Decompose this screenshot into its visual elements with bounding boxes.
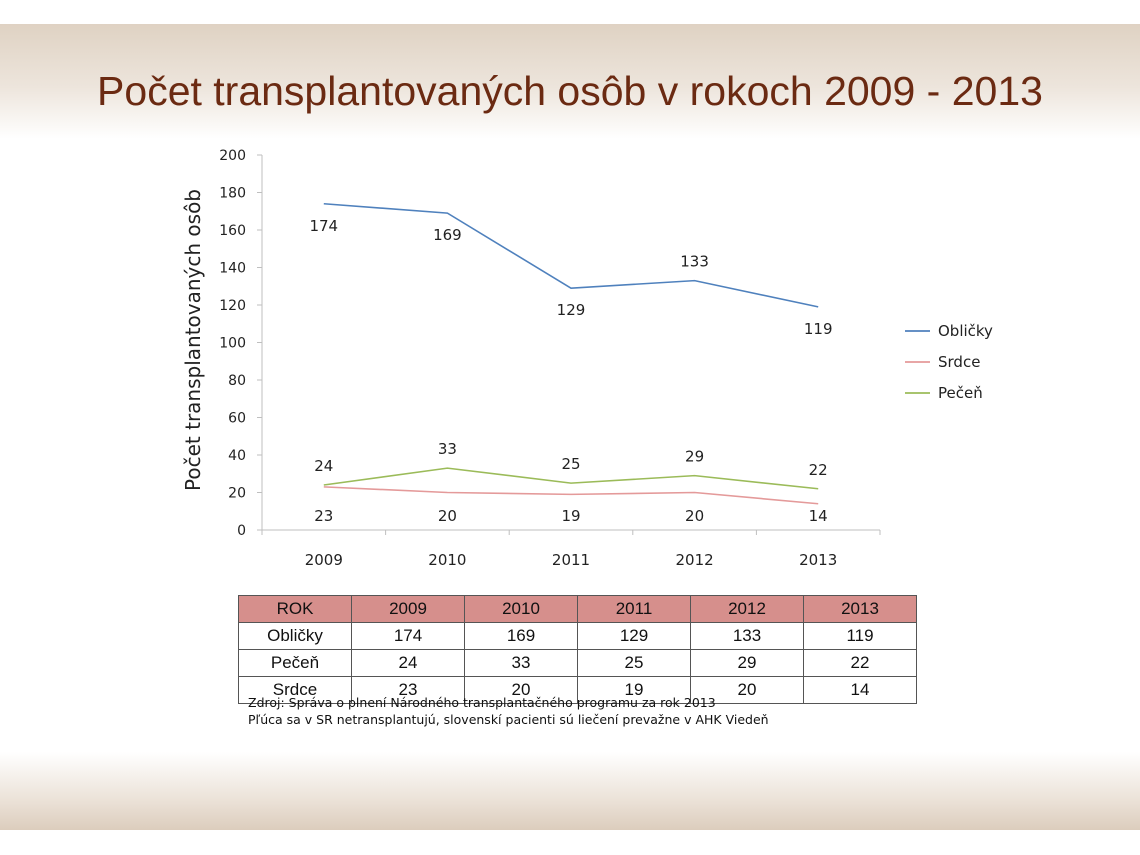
- data-label: 119: [804, 320, 833, 338]
- data-label: 19: [561, 507, 580, 525]
- legend-label: Pečeň: [938, 384, 983, 402]
- table-header-cell: 2011: [577, 595, 691, 623]
- y-tick-label: 100: [219, 336, 246, 352]
- y-tick-label: 180: [219, 186, 246, 202]
- data-label: 23: [314, 507, 333, 525]
- y-axis-title: Počet transplantovaných osôb: [181, 189, 205, 491]
- table-header-cell: 2013: [803, 595, 917, 623]
- table-cell: 119: [803, 622, 917, 650]
- table-row-label: Obličky: [238, 622, 352, 650]
- table-header-row: ROK 2009 2010 2011 2012 2013: [238, 595, 917, 623]
- table-cell: 169: [464, 622, 578, 650]
- table-row: Obličky 174 169 129 133 119: [238, 622, 917, 650]
- table-cell: 33: [464, 649, 578, 677]
- x-tick-label: 2013: [799, 551, 837, 569]
- data-label: 22: [809, 461, 828, 479]
- x-tick-label: 2012: [676, 551, 714, 569]
- table-cell: 20: [464, 676, 578, 704]
- header-band: [0, 24, 1140, 139]
- data-label: 133: [680, 253, 709, 271]
- footer-band: [0, 752, 1140, 830]
- series-line: [323, 467, 819, 490]
- y-tick-label: 0: [237, 523, 246, 539]
- y-tick-label: 200: [219, 148, 246, 164]
- table-cell: 22: [803, 649, 917, 677]
- table-row: Srdce 23 20 19 20 14: [238, 676, 917, 704]
- table-row: Pečeň 24 33 25 29 22: [238, 649, 917, 677]
- table-header-cell: 2012: [690, 595, 804, 623]
- table-row-label: Srdce: [238, 676, 352, 704]
- series-line: [323, 486, 819, 505]
- data-label: 20: [438, 507, 457, 525]
- data-label: 33: [438, 440, 457, 458]
- y-tick-label: 120: [219, 298, 246, 314]
- table-cell: 24: [351, 649, 465, 677]
- data-label: 29: [685, 448, 704, 466]
- source-line: Pľúca sa v SR netransplantujú, slovenskí…: [248, 712, 769, 727]
- y-tick-label: 40: [228, 448, 246, 464]
- x-tick-label: 2011: [552, 551, 590, 569]
- table-header-cell: ROK: [238, 595, 352, 623]
- legend-label: Srdce: [938, 353, 980, 371]
- x-tick-label: 2010: [428, 551, 466, 569]
- table-cell: 133: [690, 622, 804, 650]
- data-label: 20: [685, 507, 704, 525]
- table-cell: 14: [803, 676, 917, 704]
- data-label: 129: [557, 301, 586, 319]
- table-row-label: Pečeň: [238, 649, 352, 677]
- y-tick-label: 80: [228, 373, 246, 389]
- data-label: 14: [809, 507, 828, 525]
- data-table: ROK 2009 2010 2011 2012 2013 Obličky 174…: [238, 595, 917, 704]
- legend-label: Obličky: [938, 322, 993, 340]
- table-cell: 19: [577, 676, 691, 704]
- data-label: 169: [433, 226, 462, 244]
- table-cell: 25: [577, 649, 691, 677]
- slide-title: Počet transplantovaných osôb v rokoch 20…: [97, 68, 1043, 114]
- table-cell: 20: [690, 676, 804, 704]
- data-label: 174: [309, 217, 338, 235]
- table-cell: 29: [690, 649, 804, 677]
- table-header-cell: 2010: [464, 595, 578, 623]
- y-tick-label: 60: [228, 411, 246, 427]
- x-tick-label: 2009: [305, 551, 343, 569]
- data-label: 25: [561, 455, 580, 473]
- source-note: Zdroj: Správa o plnení Národného transpl…: [248, 694, 769, 728]
- table-cell: 23: [351, 676, 465, 704]
- y-tick-label: 160: [219, 223, 246, 239]
- table-header-cell: 2009: [351, 595, 465, 623]
- source-line: Zdroj: Správa o plnení Národného transpl…: [248, 695, 716, 710]
- series-line: [323, 202, 819, 308]
- y-tick-label: 20: [228, 486, 246, 502]
- y-tick-label: 140: [219, 261, 246, 277]
- table-cell: 129: [577, 622, 691, 650]
- data-label: 24: [314, 457, 333, 475]
- table-cell: 174: [351, 622, 465, 650]
